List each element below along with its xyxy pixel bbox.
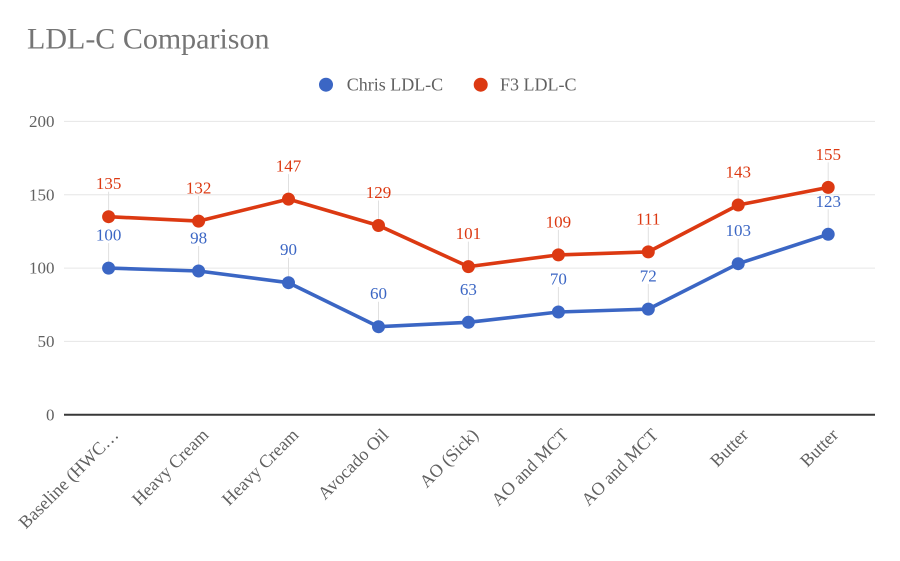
svg-text:143: 143 xyxy=(725,163,751,182)
svg-text:103: 103 xyxy=(725,221,751,240)
svg-text:100: 100 xyxy=(96,226,122,245)
svg-text:0: 0 xyxy=(46,405,55,424)
svg-text:70: 70 xyxy=(550,270,567,289)
svg-text:Baseline (HWC…: Baseline (HWC… xyxy=(15,425,124,534)
svg-text:72: 72 xyxy=(640,267,657,286)
svg-text:F3 LDL-C: F3 LDL-C xyxy=(500,75,577,95)
svg-text:60: 60 xyxy=(370,284,387,303)
svg-text:Butter: Butter xyxy=(796,425,842,471)
svg-text:LDL-C Comparison: LDL-C Comparison xyxy=(27,23,269,56)
svg-text:123: 123 xyxy=(815,192,841,211)
svg-text:50: 50 xyxy=(38,332,55,351)
svg-text:Heavy Cream: Heavy Cream xyxy=(218,425,302,509)
svg-text:147: 147 xyxy=(276,157,302,176)
svg-text:98: 98 xyxy=(190,229,207,248)
svg-text:101: 101 xyxy=(456,224,482,243)
svg-text:AO and MCT: AO and MCT xyxy=(487,425,572,510)
svg-text:Chris LDL-C: Chris LDL-C xyxy=(347,75,444,95)
svg-text:200: 200 xyxy=(29,112,55,131)
svg-text:129: 129 xyxy=(366,183,392,202)
svg-text:109: 109 xyxy=(546,212,572,231)
svg-text:100: 100 xyxy=(29,259,55,278)
svg-text:Heavy Cream: Heavy Cream xyxy=(128,425,212,509)
svg-text:Butter: Butter xyxy=(706,425,752,471)
svg-text:63: 63 xyxy=(460,280,477,299)
svg-text:132: 132 xyxy=(186,179,212,198)
svg-text:111: 111 xyxy=(636,209,660,228)
svg-text:155: 155 xyxy=(815,145,841,164)
svg-text:135: 135 xyxy=(96,174,122,193)
svg-text:90: 90 xyxy=(280,240,297,259)
svg-text:150: 150 xyxy=(29,185,55,204)
svg-text:Avocado Oil: Avocado Oil xyxy=(314,425,393,504)
svg-text:AO (Sick): AO (Sick) xyxy=(415,425,483,493)
svg-text:AO and MCT: AO and MCT xyxy=(577,425,662,510)
